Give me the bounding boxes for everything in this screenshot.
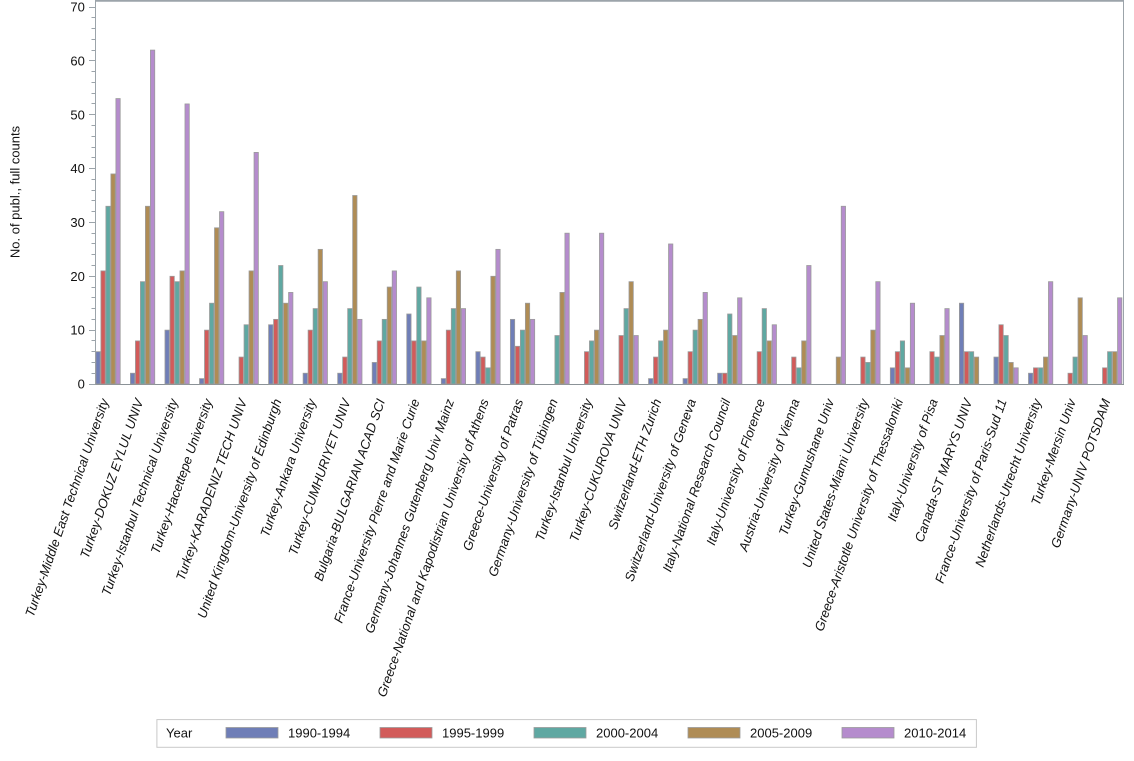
- svg-text:60: 60: [70, 53, 84, 68]
- svg-text:2005-2009: 2005-2009: [750, 726, 812, 741]
- svg-text:50: 50: [70, 107, 84, 122]
- svg-text:30: 30: [70, 215, 84, 230]
- svg-text:20: 20: [70, 269, 84, 284]
- svg-text:1990-1994: 1990-1994: [288, 726, 350, 741]
- svg-text:40: 40: [70, 161, 84, 176]
- svg-text:2000-2004: 2000-2004: [596, 726, 658, 741]
- svg-text:2010-2014: 2010-2014: [904, 726, 966, 741]
- svg-text:Year: Year: [166, 726, 193, 741]
- svg-text:10: 10: [70, 323, 84, 338]
- svg-text:1995-1999: 1995-1999: [442, 726, 504, 741]
- svg-text:0: 0: [78, 377, 85, 392]
- svg-text:70: 70: [70, 0, 84, 15]
- svg-text:No. of publ., full counts: No. of publ., full counts: [8, 125, 23, 258]
